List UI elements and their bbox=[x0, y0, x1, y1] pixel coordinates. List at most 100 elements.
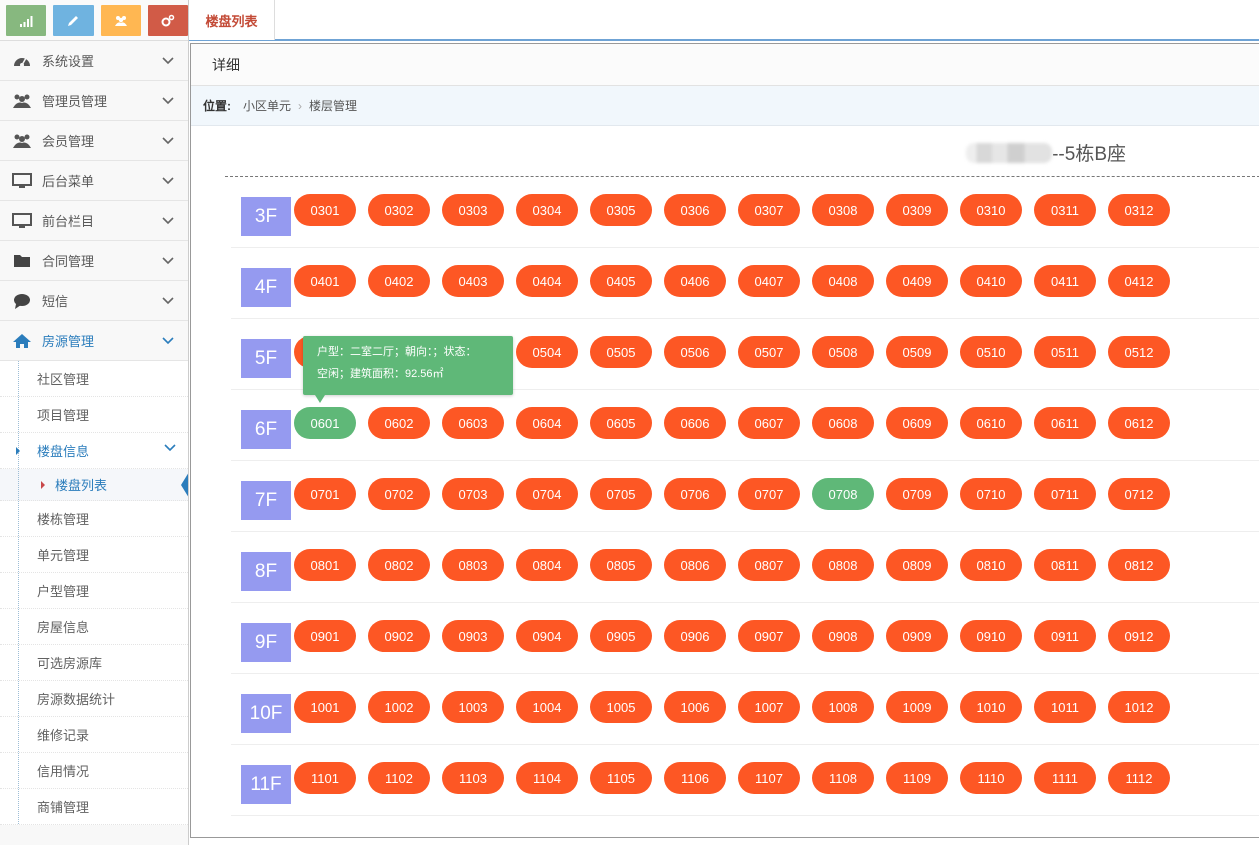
room-button[interactable]: 1111 bbox=[1034, 762, 1096, 794]
submenu-item-credit[interactable]: 信用情况 bbox=[0, 753, 188, 789]
room-button[interactable]: 0706 bbox=[664, 478, 726, 510]
room-button[interactable]: 1003 bbox=[442, 691, 504, 723]
room-button[interactable]: 1104 bbox=[516, 762, 578, 794]
room-button[interactable]: 1004 bbox=[516, 691, 578, 723]
menu-item-admin-management[interactable]: 管理员管理 bbox=[0, 81, 188, 121]
room-button[interactable]: 0907 bbox=[738, 620, 800, 652]
room-button[interactable]: 1012 bbox=[1108, 691, 1170, 723]
room-button[interactable]: 0411 bbox=[1034, 265, 1096, 297]
room-button[interactable]: 0808 bbox=[812, 549, 874, 581]
menu-item-contract-management[interactable]: 合同管理 bbox=[0, 241, 188, 281]
room-button[interactable]: 0302 bbox=[368, 194, 430, 226]
room-button[interactable]: 0709 bbox=[886, 478, 948, 510]
tab-estate-list[interactable]: 楼盘列表 bbox=[189, 0, 275, 40]
room-button[interactable]: 0301 bbox=[294, 194, 356, 226]
submenu-item-statistics[interactable]: 房源数据统计 bbox=[0, 681, 188, 717]
room-button[interactable]: 0902 bbox=[368, 620, 430, 652]
room-button[interactable]: 0906 bbox=[664, 620, 726, 652]
room-button[interactable]: 0603 bbox=[442, 407, 504, 439]
room-button[interactable]: 0404 bbox=[516, 265, 578, 297]
room-button[interactable]: 0801 bbox=[294, 549, 356, 581]
submenu-item-building[interactable]: 楼栋管理 bbox=[0, 501, 188, 537]
room-button[interactable]: 1107 bbox=[738, 762, 800, 794]
submenu-item-house-info[interactable]: 房屋信息 bbox=[0, 609, 188, 645]
room-button[interactable]: 0712 bbox=[1108, 478, 1170, 510]
room-button[interactable]: 0805 bbox=[590, 549, 652, 581]
room-button[interactable]: 0607 bbox=[738, 407, 800, 439]
room-button[interactable]: 1106 bbox=[664, 762, 726, 794]
room-button[interactable]: 0403 bbox=[442, 265, 504, 297]
submenu-item-repair[interactable]: 维修记录 bbox=[0, 717, 188, 753]
room-button[interactable]: 0811 bbox=[1034, 549, 1096, 581]
breadcrumb-item[interactable]: 小区单元 bbox=[243, 99, 292, 113]
room-button[interactable]: 0803 bbox=[442, 549, 504, 581]
room-button[interactable]: 1112 bbox=[1108, 762, 1170, 794]
submenu-item-layout[interactable]: 户型管理 bbox=[0, 573, 188, 609]
room-button[interactable]: 0812 bbox=[1108, 549, 1170, 581]
submenu-item-shop[interactable]: 商铺管理 bbox=[0, 789, 188, 825]
submenu-item-unit[interactable]: 单元管理 bbox=[0, 537, 188, 573]
room-button[interactable]: 0504 bbox=[516, 336, 578, 368]
submenu-item-project[interactable]: 项目管理 bbox=[0, 397, 188, 433]
users-shortcut-button[interactable] bbox=[100, 5, 141, 36]
room-button[interactable]: 1103 bbox=[442, 762, 504, 794]
room-button[interactable]: 0309 bbox=[886, 194, 948, 226]
room-button[interactable]: 0912 bbox=[1108, 620, 1170, 652]
pencil-shortcut-button[interactable] bbox=[53, 5, 94, 36]
room-button[interactable]: 0310 bbox=[960, 194, 1022, 226]
room-button[interactable]: 1007 bbox=[738, 691, 800, 723]
room-button[interactable]: 0311 bbox=[1034, 194, 1096, 226]
room-button[interactable]: 0802 bbox=[368, 549, 430, 581]
room-button[interactable]: 1010 bbox=[960, 691, 1022, 723]
room-button[interactable]: 0705 bbox=[590, 478, 652, 510]
room-button[interactable]: 0511 bbox=[1034, 336, 1096, 368]
room-button[interactable]: 0508 bbox=[812, 336, 874, 368]
room-button[interactable]: 0702 bbox=[368, 478, 430, 510]
room-button[interactable]: 0605 bbox=[590, 407, 652, 439]
room-button[interactable]: 1108 bbox=[812, 762, 874, 794]
room-button[interactable]: 0510 bbox=[960, 336, 1022, 368]
menu-item-property-management[interactable]: 房源管理 bbox=[0, 321, 188, 361]
room-button[interactable]: 0602 bbox=[368, 407, 430, 439]
room-button[interactable]: 0611 bbox=[1034, 407, 1096, 439]
room-button[interactable]: 0905 bbox=[590, 620, 652, 652]
signal-shortcut-button[interactable] bbox=[6, 5, 47, 36]
room-button[interactable]: 0409 bbox=[886, 265, 948, 297]
room-button[interactable]: 1005 bbox=[590, 691, 652, 723]
room-button[interactable]: 1109 bbox=[886, 762, 948, 794]
room-button[interactable]: 0601 bbox=[294, 407, 356, 439]
room-button[interactable]: 1008 bbox=[812, 691, 874, 723]
room-button[interactable]: 0512 bbox=[1108, 336, 1170, 368]
menu-item-system-settings[interactable]: 系统设置 bbox=[0, 41, 188, 81]
room-button[interactable]: 0703 bbox=[442, 478, 504, 510]
room-button[interactable]: 0810 bbox=[960, 549, 1022, 581]
room-button[interactable]: 0506 bbox=[664, 336, 726, 368]
submenu-item-available-pool[interactable]: 可选房源库 bbox=[0, 645, 188, 681]
room-button[interactable]: 0903 bbox=[442, 620, 504, 652]
submenu-item-estate-list[interactable]: 楼盘列表 bbox=[0, 469, 188, 501]
room-button[interactable]: 0707 bbox=[738, 478, 800, 510]
room-button[interactable]: 0708 bbox=[812, 478, 874, 510]
room-button[interactable]: 0505 bbox=[590, 336, 652, 368]
room-button[interactable]: 0405 bbox=[590, 265, 652, 297]
room-button[interactable]: 0307 bbox=[738, 194, 800, 226]
room-button[interactable]: 0406 bbox=[664, 265, 726, 297]
room-button[interactable]: 1105 bbox=[590, 762, 652, 794]
room-button[interactable]: 1101 bbox=[294, 762, 356, 794]
menu-item-member-management[interactable]: 会员管理 bbox=[0, 121, 188, 161]
room-button[interactable]: 0412 bbox=[1108, 265, 1170, 297]
menu-item-backend-menu[interactable]: 后台菜单 bbox=[0, 161, 188, 201]
room-button[interactable]: 0408 bbox=[812, 265, 874, 297]
room-button[interactable]: 1002 bbox=[368, 691, 430, 723]
room-button[interactable]: 0608 bbox=[812, 407, 874, 439]
room-button[interactable]: 0610 bbox=[960, 407, 1022, 439]
room-button[interactable]: 0304 bbox=[516, 194, 578, 226]
room-button[interactable]: 1102 bbox=[368, 762, 430, 794]
menu-item-sms[interactable]: 短信 bbox=[0, 281, 188, 321]
room-button[interactable]: 0804 bbox=[516, 549, 578, 581]
room-button[interactable]: 0701 bbox=[294, 478, 356, 510]
room-button[interactable]: 0509 bbox=[886, 336, 948, 368]
room-button[interactable]: 0312 bbox=[1108, 194, 1170, 226]
room-button[interactable]: 0305 bbox=[590, 194, 652, 226]
room-button[interactable]: 0806 bbox=[664, 549, 726, 581]
